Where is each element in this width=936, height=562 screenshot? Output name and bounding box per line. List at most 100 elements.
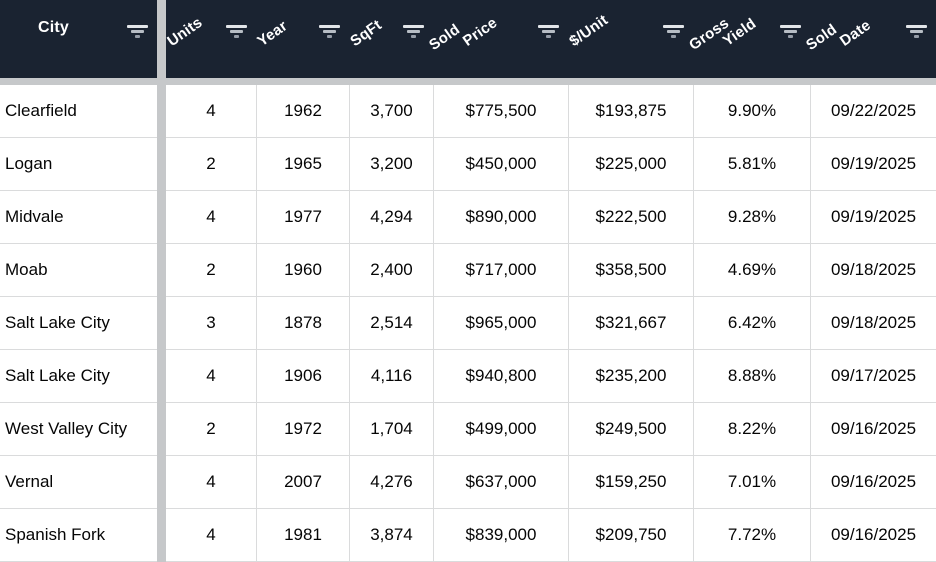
cell-units: 4 <box>166 509 256 562</box>
cell-gross-yield: 9.90% <box>693 85 810 138</box>
frozen-column-divider <box>157 191 166 244</box>
cell-gross-yield: 9.28% <box>693 191 810 244</box>
cell-units: 4 <box>166 85 256 138</box>
cell-sold-price: $890,000 <box>433 191 568 244</box>
cell-city: Clearfield <box>0 85 157 138</box>
cell-sold-date: 09/18/2025 <box>810 244 936 297</box>
cell-per-unit: $249,500 <box>568 403 693 456</box>
cell-year: 1906 <box>256 350 349 403</box>
table-row[interactable]: Vernal 4 2007 4,276 $637,000 $159,250 7.… <box>0 456 936 509</box>
cell-sold-date: 09/19/2025 <box>810 191 936 244</box>
table-row[interactable]: West Valley City 2 1972 1,704 $499,000 $… <box>0 403 936 456</box>
table-row[interactable]: Midvale 4 1977 4,294 $890,000 $222,500 9… <box>0 191 936 244</box>
cell-year: 2007 <box>256 456 349 509</box>
cell-sqft: 3,874 <box>349 509 433 562</box>
filter-icon[interactable] <box>402 25 424 40</box>
column-label-year: Year <box>254 17 291 50</box>
column-header-gross-yield[interactable]: Gross Yield <box>686 0 810 78</box>
cell-sold-date: 09/16/2025 <box>810 456 936 509</box>
cell-city: Logan <box>0 138 157 191</box>
frozen-column-divider <box>157 403 166 456</box>
frozen-column-divider <box>157 138 166 191</box>
cell-year: 1977 <box>256 191 349 244</box>
cell-city: West Valley City <box>0 403 157 456</box>
table-row[interactable]: Moab 2 1960 2,400 $717,000 $358,500 4.69… <box>0 244 936 297</box>
cell-gross-yield: 5.81% <box>693 138 810 191</box>
filter-icon[interactable] <box>662 25 684 40</box>
filter-icon[interactable] <box>225 25 247 40</box>
frozen-column-divider[interactable] <box>157 0 166 78</box>
cell-per-unit: $225,000 <box>568 138 693 191</box>
cell-sqft: 4,276 <box>349 456 433 509</box>
cell-sqft: 3,200 <box>349 138 433 191</box>
cell-sold-price: $839,000 <box>433 509 568 562</box>
column-header-sqft[interactable]: SqFt <box>347 0 433 78</box>
cell-year: 1960 <box>256 244 349 297</box>
cell-per-unit: $321,667 <box>568 297 693 350</box>
frozen-column-divider <box>157 509 166 562</box>
cell-gross-yield: 7.72% <box>693 509 810 562</box>
column-label-sold-date: Sold Date <box>803 16 874 54</box>
filter-icon[interactable] <box>126 25 148 40</box>
cell-gross-yield: 7.01% <box>693 456 810 509</box>
frozen-column-divider <box>157 350 166 403</box>
cell-city: Salt Lake City <box>0 350 157 403</box>
table-row[interactable]: Salt Lake City 3 1878 2,514 $965,000 $32… <box>0 297 936 350</box>
cell-sold-date: 09/17/2025 <box>810 350 936 403</box>
header-separator-band <box>0 78 936 85</box>
frozen-column-divider <box>157 456 166 509</box>
column-header-per-unit[interactable]: $/Unit <box>566 0 693 78</box>
cell-per-unit: $159,250 <box>568 456 693 509</box>
cell-sold-price: $965,000 <box>433 297 568 350</box>
table-row[interactable]: Spanish Fork 4 1981 3,874 $839,000 $209,… <box>0 509 936 562</box>
column-label-city: City <box>38 19 70 36</box>
filter-icon[interactable] <box>905 25 927 40</box>
table-row[interactable]: Salt Lake City 4 1906 4,116 $940,800 $23… <box>0 350 936 403</box>
cell-city: Midvale <box>0 191 157 244</box>
column-header-city[interactable]: City <box>0 0 157 78</box>
column-header-sold-date[interactable]: Sold Date <box>803 0 936 78</box>
cell-units: 2 <box>166 244 256 297</box>
cell-year: 1962 <box>256 85 349 138</box>
filter-icon[interactable] <box>779 25 801 40</box>
filter-icon[interactable] <box>318 25 340 40</box>
table-row[interactable]: Clearfield 4 1962 3,700 $775,500 $193,87… <box>0 85 936 138</box>
table-body: Clearfield 4 1962 3,700 $775,500 $193,87… <box>0 85 936 562</box>
cell-units: 2 <box>166 138 256 191</box>
cell-sold-date: 09/18/2025 <box>810 297 936 350</box>
cell-sqft: 4,294 <box>349 191 433 244</box>
cell-city: Vernal <box>0 456 157 509</box>
cell-sold-price: $717,000 <box>433 244 568 297</box>
cell-per-unit: $209,750 <box>568 509 693 562</box>
cell-sqft: 1,704 <box>349 403 433 456</box>
cell-sold-date: 09/16/2025 <box>810 509 936 562</box>
cell-sold-price: $450,000 <box>433 138 568 191</box>
cell-city: Moab <box>0 244 157 297</box>
column-header-units[interactable]: Units <box>164 0 256 78</box>
column-label-sqft: SqFt <box>347 16 385 50</box>
filter-icon[interactable] <box>537 25 559 40</box>
table-row[interactable]: Logan 2 1965 3,200 $450,000 $225,000 5.8… <box>0 138 936 191</box>
cell-gross-yield: 8.22% <box>693 403 810 456</box>
cell-sqft: 3,700 <box>349 85 433 138</box>
cell-sold-date: 09/19/2025 <box>810 138 936 191</box>
column-label-units: Units <box>164 13 206 50</box>
column-label-gross-yield: Gross Yield <box>686 14 760 54</box>
column-header-sold-price[interactable]: Sold Price <box>426 0 568 78</box>
cell-per-unit: $222,500 <box>568 191 693 244</box>
cell-units: 2 <box>166 403 256 456</box>
cell-sqft: 2,400 <box>349 244 433 297</box>
column-label-per-unit: $/Unit <box>566 11 612 50</box>
cell-gross-yield: 4.69% <box>693 244 810 297</box>
cell-year: 1878 <box>256 297 349 350</box>
cell-units: 4 <box>166 456 256 509</box>
column-header-year[interactable]: Year <box>254 0 349 78</box>
frozen-column-divider <box>157 244 166 297</box>
cell-sold-date: 09/16/2025 <box>810 403 936 456</box>
cell-gross-yield: 8.88% <box>693 350 810 403</box>
frozen-column-divider <box>157 297 166 350</box>
cell-year: 1972 <box>256 403 349 456</box>
cell-sqft: 4,116 <box>349 350 433 403</box>
frozen-column-divider <box>157 85 166 138</box>
